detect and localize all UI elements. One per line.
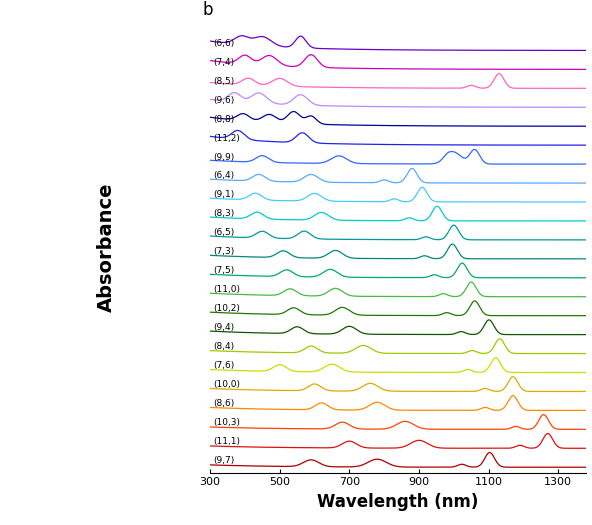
Text: (7,3): (7,3) (214, 247, 235, 256)
Text: (8,4): (8,4) (214, 342, 235, 351)
Text: (7,5): (7,5) (214, 266, 235, 275)
Text: (6,4): (6,4) (214, 172, 235, 181)
Text: (10,0): (10,0) (214, 380, 240, 389)
Text: (9,4): (9,4) (214, 323, 235, 332)
Text: (9,7): (9,7) (214, 456, 235, 465)
X-axis label: Wavelength (nm): Wavelength (nm) (317, 493, 479, 511)
Text: (6,5): (6,5) (214, 228, 235, 237)
Text: (10,2): (10,2) (214, 304, 240, 313)
Text: (7,6): (7,6) (214, 361, 235, 370)
Text: Absorbance: Absorbance (97, 182, 116, 311)
Text: (7,4): (7,4) (214, 58, 235, 67)
Text: b: b (202, 2, 213, 19)
Text: (11,2): (11,2) (214, 133, 240, 143)
Text: (10,3): (10,3) (214, 418, 240, 427)
Text: (11,0): (11,0) (214, 285, 240, 294)
Text: (9,1): (9,1) (214, 191, 235, 200)
Text: (8,3): (8,3) (214, 209, 235, 218)
Text: (8,6): (8,6) (214, 399, 235, 408)
Text: (9,9): (9,9) (214, 152, 235, 162)
Text: (11,1): (11,1) (214, 437, 240, 446)
Text: (9,6): (9,6) (214, 96, 235, 104)
Text: (8,5): (8,5) (214, 77, 235, 86)
Text: (6,6): (6,6) (214, 39, 235, 48)
Text: (8,8): (8,8) (214, 114, 235, 123)
